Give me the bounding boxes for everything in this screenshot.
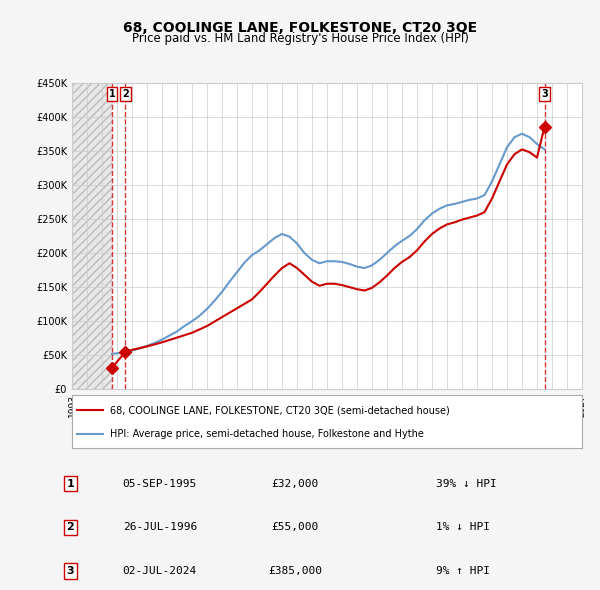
Text: 9% ↑ HPI: 9% ↑ HPI <box>436 566 490 576</box>
Text: 39% ↓ HPI: 39% ↓ HPI <box>436 478 497 489</box>
Text: 68, COOLINGE LANE, FOLKESTONE, CT20 3QE: 68, COOLINGE LANE, FOLKESTONE, CT20 3QE <box>123 21 477 35</box>
Text: 3: 3 <box>541 88 548 99</box>
Text: 1% ↓ HPI: 1% ↓ HPI <box>436 522 490 532</box>
Bar <box>72 83 112 389</box>
Text: 26-JUL-1996: 26-JUL-1996 <box>122 522 197 532</box>
Text: 02-JUL-2024: 02-JUL-2024 <box>122 566 197 576</box>
Text: 05-SEP-1995: 05-SEP-1995 <box>122 478 197 489</box>
Text: HPI: Average price, semi-detached house, Folkestone and Hythe: HPI: Average price, semi-detached house,… <box>110 428 424 438</box>
Text: 2: 2 <box>67 522 74 532</box>
Text: 1: 1 <box>67 478 74 489</box>
Text: 2: 2 <box>122 88 129 99</box>
Text: £32,000: £32,000 <box>271 478 319 489</box>
Text: 3: 3 <box>67 566 74 576</box>
Text: 68, COOLINGE LANE, FOLKESTONE, CT20 3QE (semi-detached house): 68, COOLINGE LANE, FOLKESTONE, CT20 3QE … <box>110 405 450 415</box>
Text: 1: 1 <box>109 88 115 99</box>
Text: £385,000: £385,000 <box>268 566 322 576</box>
Text: Price paid vs. HM Land Registry's House Price Index (HPI): Price paid vs. HM Land Registry's House … <box>131 32 469 45</box>
Text: £55,000: £55,000 <box>271 522 319 532</box>
